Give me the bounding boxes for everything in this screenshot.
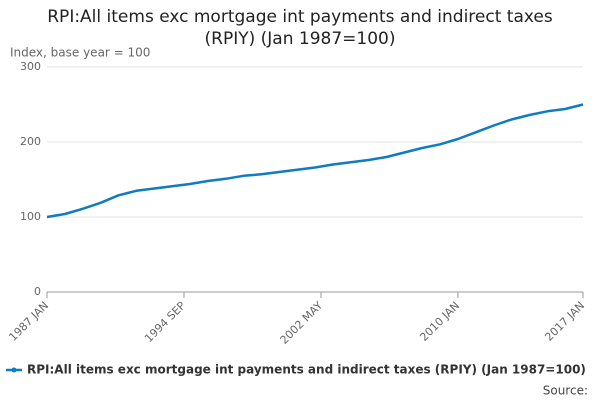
x-tick-label: 1987 JAN bbox=[6, 299, 51, 344]
source: Source: bbox=[543, 384, 588, 398]
x-tick-label: 1994 SEP bbox=[142, 299, 188, 345]
y-tick-label: 300 bbox=[20, 60, 41, 73]
y-axis-label: Index, base year = 100 bbox=[10, 46, 150, 60]
x-tick-label: 2010 JAN bbox=[417, 299, 462, 344]
x-tick-label: 2002 MAY bbox=[278, 299, 326, 347]
legend-marker bbox=[11, 367, 17, 373]
y-tick-label: 0 bbox=[34, 285, 41, 298]
series-line bbox=[46, 103, 584, 219]
y-tick-label: 200 bbox=[20, 135, 41, 148]
chart-title: RPI:All items exc mortgage int payments … bbox=[47, 7, 553, 49]
x-tick-label: 2017 JAN bbox=[542, 299, 587, 344]
legend-label: RPI:All items exc mortgage int payments … bbox=[27, 363, 586, 377]
y-tick-label: 100 bbox=[20, 210, 41, 223]
